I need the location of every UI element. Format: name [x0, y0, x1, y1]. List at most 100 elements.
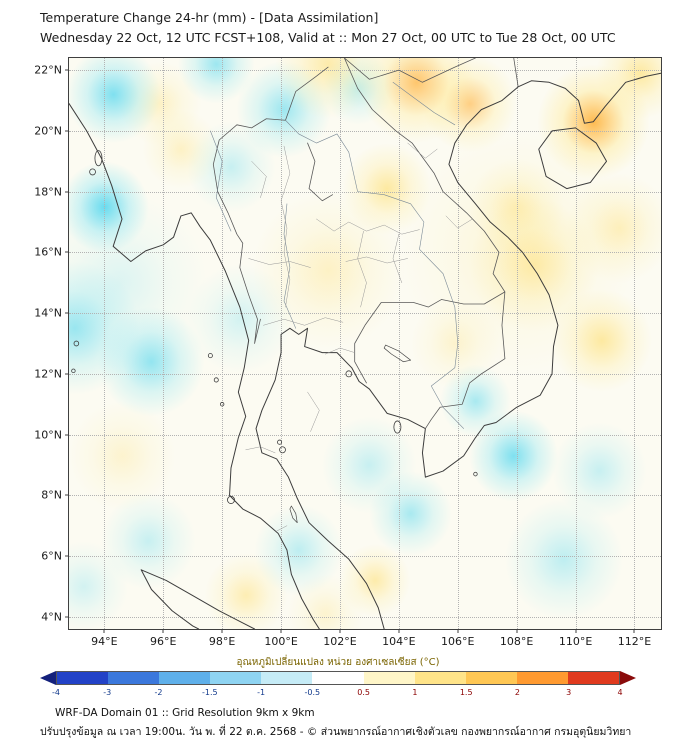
colorbar-left-arrow-icon: [40, 671, 56, 685]
x-tick-label: 112°E: [617, 635, 652, 648]
x-tick-label: 110°E: [558, 635, 593, 648]
x-tick-label: 98°E: [208, 635, 236, 648]
lat-gridline: [69, 434, 661, 436]
x-tick-mark: [575, 629, 577, 633]
lat-gridline: [69, 556, 661, 558]
river-path: [210, 82, 463, 428]
x-tick-label: 106°E: [441, 635, 475, 648]
hainan-island-path: [539, 128, 607, 189]
colorbar-ticks: -4 -3 -2 -1.5 -1 -0.5 0.5 1 1.5 2 3 4: [52, 688, 623, 699]
x-tick-label: 96°E: [150, 635, 177, 648]
temperature-field: [69, 58, 661, 629]
lake-path: [290, 345, 411, 523]
lat-gridline: [69, 70, 661, 72]
y-tick-label: 4°N: [41, 610, 62, 624]
colorbar-tick-label: 1.5: [459, 688, 473, 697]
x-tick-label: 108°E: [499, 635, 534, 648]
colorbar-tick-label: 0.5: [357, 688, 371, 697]
page-title: Temperature Change 24-hr (mm) - [Data As…: [40, 10, 379, 25]
lat-gridline: [69, 495, 661, 497]
coastline-east-path: [256, 73, 661, 629]
x-tick-mark: [516, 629, 518, 633]
colorbar-tick-label: -1: [257, 688, 266, 697]
colorbar-segment: [363, 672, 415, 684]
lon-gridline: [163, 58, 165, 629]
lat-gridline: [69, 130, 661, 132]
colorbar-segment: [108, 672, 160, 684]
footer-credit: ปรับปรุงข้อมูล ณ เวลา 19:00น. วัน พ. ที่…: [40, 726, 632, 738]
x-tick-label: 102°E: [323, 635, 357, 648]
colorbar-tick-label: -4: [52, 688, 60, 697]
coastline-west-path: [69, 104, 319, 629]
colorbar-body: [56, 671, 620, 685]
colorbar-segment: [261, 672, 313, 684]
x-tick-mark: [162, 629, 164, 633]
x-tick-mark: [339, 629, 341, 633]
lon-gridline: [516, 58, 518, 629]
lon-gridline: [104, 58, 106, 629]
y-tick-label: 12°N: [34, 367, 62, 381]
lon-gridline: [339, 58, 341, 629]
x-tick-label: 100°E: [264, 635, 298, 648]
lat-gridline: [69, 313, 661, 315]
country-border-path: [213, 58, 518, 429]
x-tick-mark: [398, 629, 400, 633]
y-tick-label: 14°N: [34, 306, 62, 320]
page-subtitle: Wednesday 22 Oct, 12 UTC FCST+108, Valid…: [40, 30, 616, 45]
y-tick-mark: [65, 434, 69, 436]
colorbar-segment: [516, 672, 568, 684]
x-tick-mark: [103, 629, 105, 633]
lon-gridline: [222, 58, 224, 629]
lon-gridline: [398, 58, 400, 629]
y-tick-label: 8°N: [41, 488, 62, 502]
colorbar-segment: [312, 672, 364, 684]
footer-domain-info: WRF-DA Domain 01 :: Grid Resolution 9km …: [55, 707, 315, 719]
colorbar-tick-label: -3: [103, 688, 112, 697]
y-tick-mark: [65, 130, 69, 132]
y-tick-label: 18°N: [34, 185, 62, 199]
lat-gridline: [69, 616, 661, 618]
y-tick-mark: [65, 494, 69, 496]
sumatra-coast-path: [141, 570, 254, 629]
lon-gridline: [575, 58, 577, 629]
lat-gridline: [69, 373, 661, 375]
y-tick-mark: [65, 69, 69, 71]
y-tick-mark: [65, 191, 69, 193]
colorbar-right-arrow-icon: [620, 671, 636, 685]
y-tick-mark: [65, 555, 69, 557]
colorbar-segment: [414, 672, 466, 684]
plot-area: 94°E 96°E 98°E 100°E 102°E 104°E 106°E 108°E 110…: [34, 57, 662, 648]
header: Temperature Change 24-hr (mm) - [Data As…: [40, 8, 616, 48]
colorbar-title: อุณหภูมิเปลี่ยนแปลง หน่วย องศาเซลเซียส (…: [236, 657, 440, 668]
colorbar-segment: [567, 672, 620, 684]
colorbar-tick-label: 1: [412, 688, 418, 697]
y-tick-mark: [65, 373, 69, 375]
y-tick-label: 16°N: [34, 245, 62, 259]
x-tick-label: 104°E: [382, 635, 416, 648]
y-tick-label: 10°N: [34, 428, 62, 442]
colorbar-tick-label: 3: [566, 688, 572, 697]
colorbar-tick-label: -2: [154, 688, 163, 697]
colorbar-tick-label: -1.5: [201, 688, 218, 697]
y-tick-label: 20°N: [34, 124, 62, 138]
colorbar-tick-label: 2: [514, 688, 520, 697]
y-tick-mark: [65, 312, 69, 314]
colorbar-segment: [465, 672, 517, 684]
province-border-path: [246, 143, 473, 532]
colorbar-segment: [159, 672, 211, 684]
lon-gridline: [634, 58, 636, 629]
x-tick-mark: [221, 629, 223, 633]
x-tick-label: 94°E: [91, 635, 118, 648]
lon-gridline: [457, 58, 459, 629]
lat-gridline: [69, 252, 661, 254]
y-tick-label: 22°N: [34, 63, 62, 77]
x-tick-mark: [280, 629, 282, 633]
island-marks: [72, 151, 478, 504]
colorbar-tick-label: -0.5: [304, 688, 321, 697]
colorbar: [40, 671, 636, 685]
grid-layer: [69, 58, 661, 629]
lat-gridline: [69, 191, 661, 193]
x-tick-mark: [633, 629, 635, 633]
y-tick-mark: [65, 616, 69, 618]
